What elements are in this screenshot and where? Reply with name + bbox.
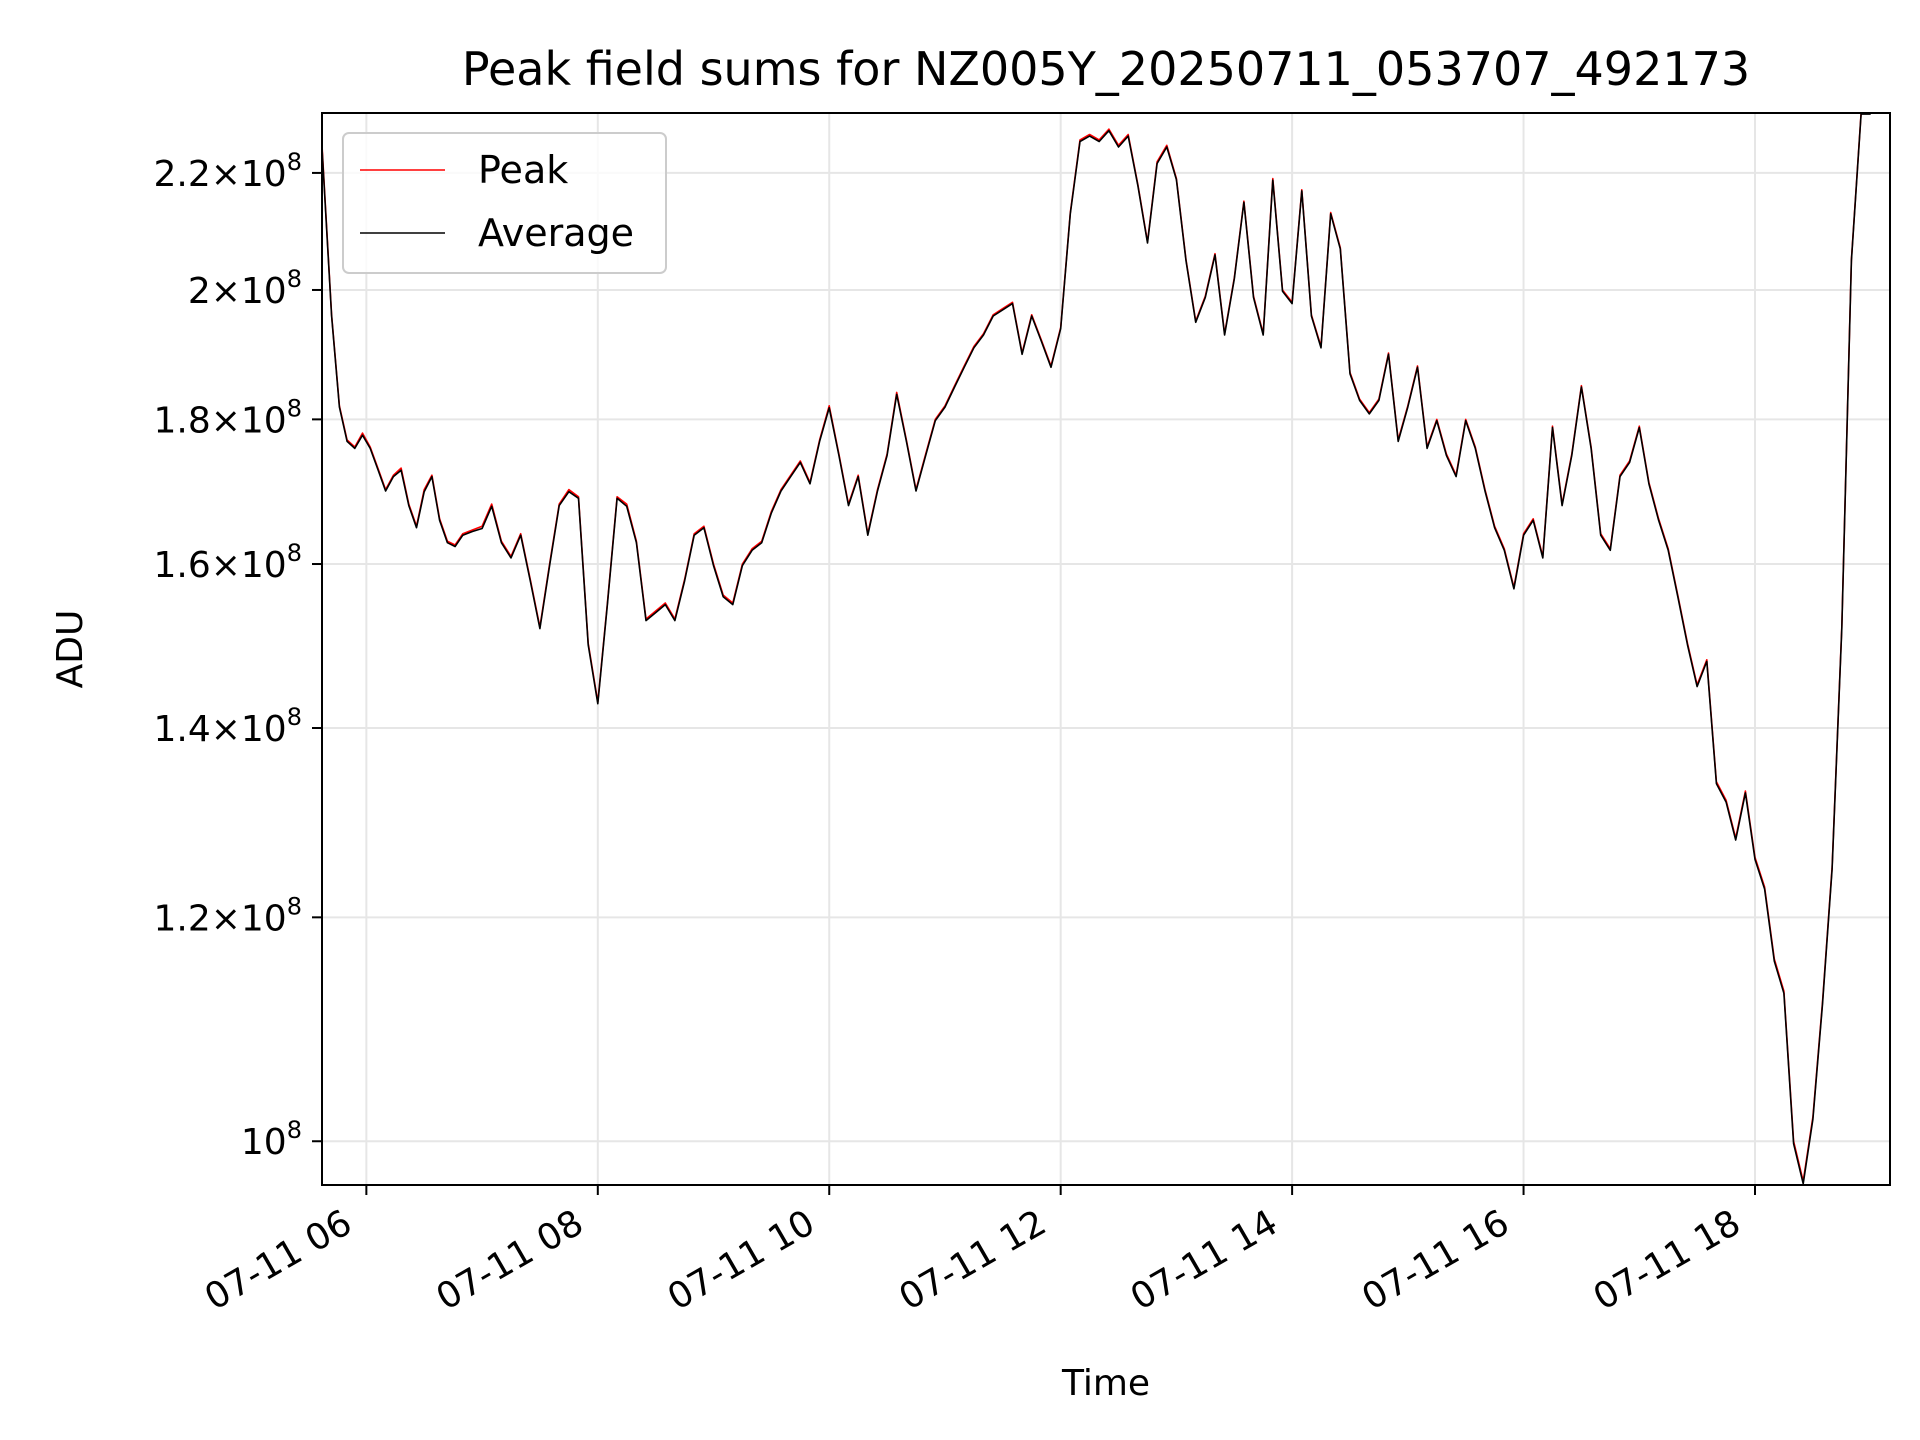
x-axis: 07-11 06 07-11 08 07-11 10 07-11 12 07-11 14… [198,1185,1756,1319]
x-tick-label: 07-11 10 [661,1202,822,1318]
x-tick-label: 07-11 16 [1355,1202,1516,1318]
plot-frame [321,112,1891,1186]
legend-box [342,132,667,274]
x-tick-label: 07-11 06 [198,1202,359,1318]
x-tick-label: 07-11 12 [893,1202,1054,1318]
y-tick-label: 108 [241,1116,302,1163]
legend-label-average: Average [478,211,634,255]
y-tick-label: 1.8×108 [153,394,302,441]
y-tick-label: 2×108 [188,265,302,312]
y-tick-label: 1.4×108 [153,703,302,750]
y-tick-label: 1.6×108 [153,539,302,586]
chart-title: Peak field sums for NZ005Y_20250711_0537… [462,42,1750,96]
x-tick-label: 07-11 18 [1587,1202,1748,1318]
x-axis-label: Time [1061,1363,1150,1404]
y-axis: 2.2×108 2×108 1.8×108 1.6×108 1.4×108 1.2×108… [153,148,322,1163]
legend: Peak Average [342,132,667,274]
y-axis-label: ADU [50,610,91,689]
legend-label-peak: Peak [478,148,568,192]
x-tick-label: 07-11 08 [430,1202,591,1318]
series-line-average [321,113,1871,1185]
y-tick-label: 2.2×108 [153,148,302,195]
y-tick-label: 1.2×108 [153,892,302,939]
plot-lines [321,112,1871,1185]
x-tick-label: 07-11 14 [1124,1202,1285,1318]
